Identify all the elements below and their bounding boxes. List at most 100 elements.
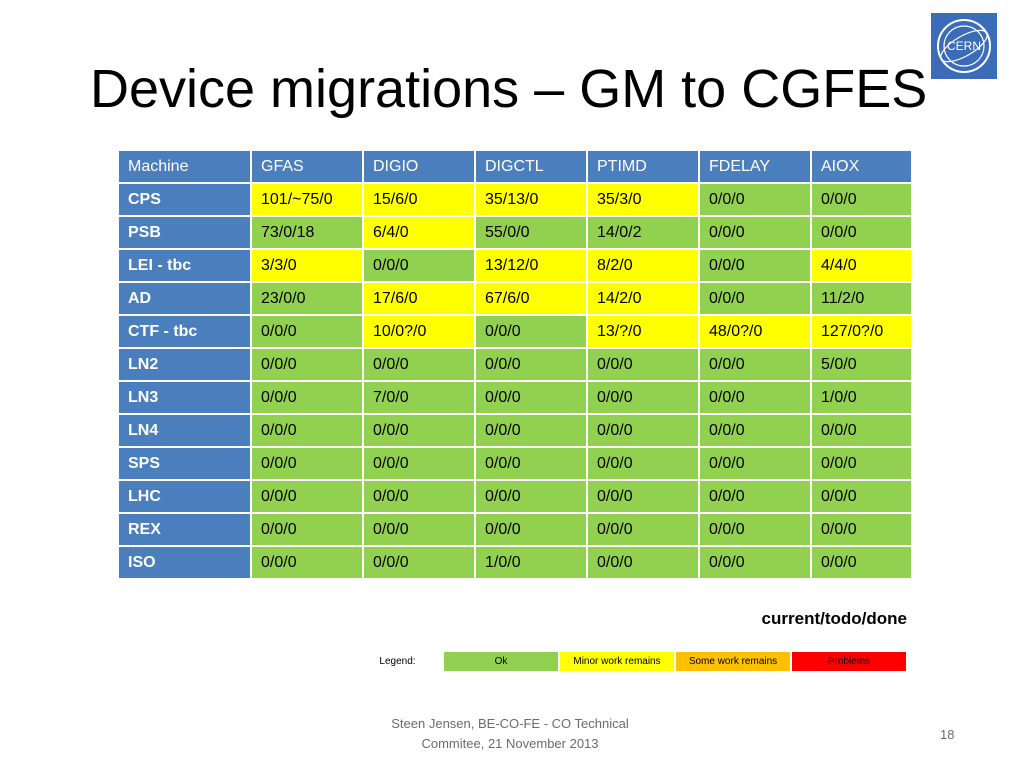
table-header-row: Machine GFAS DIGIO DIGCTL PTIMD FDELAY A… [119, 151, 911, 182]
status-cell: 14/2/0 [588, 283, 698, 314]
table-row: PSB 73/0/18 6/4/0 55/0/0 14/0/2 0/0/0 0/0/0 [119, 217, 911, 248]
cern-logo-icon: CERN [937, 19, 991, 73]
machine-cell: CTF - tbc [119, 316, 250, 347]
status-cell: 6/4/0 [364, 217, 474, 248]
status-cell: 35/13/0 [476, 184, 586, 215]
status-cell: 67/6/0 [476, 283, 586, 314]
status-legend: Legend: Ok Minor work remains Some work … [352, 651, 907, 672]
status-cell: 0/0/0 [700, 283, 810, 314]
status-cell: 7/0/0 [364, 382, 474, 413]
table-row: ISO 0/0/0 0/0/0 1/0/0 0/0/0 0/0/0 0/0/0 [119, 547, 911, 578]
status-cell: 0/0/0 [252, 382, 362, 413]
table-row: LN3 0/0/0 7/0/0 0/0/0 0/0/0 0/0/0 1/0/0 [119, 382, 911, 413]
status-cell: 0/0/0 [364, 415, 474, 446]
status-cell: 4/4/0 [812, 250, 911, 281]
status-cell: 0/0/0 [364, 349, 474, 380]
status-cell: 8/2/0 [588, 250, 698, 281]
status-cell: 0/0/0 [700, 382, 810, 413]
table-row: CTF - tbc 0/0/0 10/0?/0 0/0/0 13/?/0 48/0?/0 1… [119, 316, 911, 347]
status-cell: 11/2/0 [812, 283, 911, 314]
column-header: Machine [119, 151, 250, 182]
status-cell: 0/0/0 [252, 481, 362, 512]
status-cell: 0/0/0 [476, 415, 586, 446]
machine-cell: LHC [119, 481, 250, 512]
status-cell: 15/6/0 [364, 184, 474, 215]
status-cell: 1/0/0 [812, 382, 911, 413]
status-cell: 1/0/0 [476, 547, 586, 578]
column-header: FDELAY [700, 151, 810, 182]
status-cell: 23/0/0 [252, 283, 362, 314]
machine-cell: SPS [119, 448, 250, 479]
status-cell: 48/0?/0 [700, 316, 810, 347]
status-cell: 5/0/0 [812, 349, 911, 380]
footer-line: Steen Jensen, BE-CO-FE - CO Technical [391, 716, 629, 731]
status-cell: 13/12/0 [476, 250, 586, 281]
status-cell: 101/~75/0 [252, 184, 362, 215]
column-header: DIGCTL [476, 151, 586, 182]
status-cell: 0/0/0 [700, 514, 810, 545]
status-cell: 3/3/0 [252, 250, 362, 281]
machine-cell: PSB [119, 217, 250, 248]
table-row: CPS 101/~75/0 15/6/0 35/13/0 35/3/0 0/0/0 0/0/… [119, 184, 911, 215]
status-cell: 0/0/0 [812, 217, 911, 248]
status-cell: 0/0/0 [812, 415, 911, 446]
status-cell: 0/0/0 [700, 349, 810, 380]
status-cell: 0/0/0 [476, 349, 586, 380]
status-cell: 0/0/0 [364, 250, 474, 281]
legend-item-minor: Minor work remains [559, 651, 675, 672]
machine-cell: CPS [119, 184, 250, 215]
status-cell: 0/0/0 [476, 382, 586, 413]
status-cell: 0/0/0 [588, 349, 698, 380]
machine-cell: ISO [119, 547, 250, 578]
logo-text: CERN [947, 39, 981, 53]
migration-table: Machine GFAS DIGIO DIGCTL PTIMD FDELAY A… [117, 149, 913, 580]
status-cell: 0/0/0 [476, 316, 586, 347]
machine-cell: REX [119, 514, 250, 545]
page-number: 18 [940, 727, 955, 742]
machine-cell: LN2 [119, 349, 250, 380]
table-row: AD 23/0/0 17/6/0 67/6/0 14/2/0 0/0/0 11/2/0 [119, 283, 911, 314]
status-cell: 10/0?/0 [364, 316, 474, 347]
status-cell: 0/0/0 [700, 481, 810, 512]
status-cell: 0/0/0 [252, 514, 362, 545]
table-body: CPS 101/~75/0 15/6/0 35/13/0 35/3/0 0/0/0 0/0/… [119, 184, 911, 578]
status-cell: 14/0/2 [588, 217, 698, 248]
footer-line: Commitee, 21 November 2013 [421, 736, 599, 751]
machine-cell: LN4 [119, 415, 250, 446]
status-cell: 0/0/0 [476, 448, 586, 479]
status-cell: 0/0/0 [812, 481, 911, 512]
table-row: LEI - tbc 3/3/0 0/0/0 13/12/0 8/2/0 0/0/0 4/4/… [119, 250, 911, 281]
table-row: SPS 0/0/0 0/0/0 0/0/0 0/0/0 0/0/0 0/0/0 [119, 448, 911, 479]
status-cell: 0/0/0 [588, 382, 698, 413]
slide-footer: Steen Jensen, BE-CO-FE - CO Technical Co… [360, 714, 660, 754]
status-cell: 0/0/0 [588, 481, 698, 512]
status-cell: 0/0/0 [588, 415, 698, 446]
status-cell: 0/0/0 [364, 448, 474, 479]
status-cell: 0/0/0 [252, 415, 362, 446]
column-header: DIGIO [364, 151, 474, 182]
status-cell: 0/0/0 [700, 448, 810, 479]
machine-cell: LEI - tbc [119, 250, 250, 281]
table-row: LHC 0/0/0 0/0/0 0/0/0 0/0/0 0/0/0 0/0/0 [119, 481, 911, 512]
status-cell: 13/?/0 [588, 316, 698, 347]
status-cell: 0/0/0 [252, 547, 362, 578]
table-row: LN4 0/0/0 0/0/0 0/0/0 0/0/0 0/0/0 0/0/0 [119, 415, 911, 446]
status-cell: 0/0/0 [252, 448, 362, 479]
cern-logo: CERN [931, 13, 997, 79]
status-cell: 0/0/0 [812, 547, 911, 578]
legend-item-some: Some work remains [675, 651, 791, 672]
status-cell: 0/0/0 [700, 547, 810, 578]
status-cell: 0/0/0 [812, 448, 911, 479]
status-cell: 0/0/0 [700, 217, 810, 248]
table-row: LN2 0/0/0 0/0/0 0/0/0 0/0/0 0/0/0 5/0/0 [119, 349, 911, 380]
status-cell: 0/0/0 [700, 184, 810, 215]
status-cell: 0/0/0 [476, 481, 586, 512]
status-cell: 0/0/0 [364, 547, 474, 578]
status-cell: 0/0/0 [364, 514, 474, 545]
legend-item-ok: Ok [443, 651, 559, 672]
status-cell: 17/6/0 [364, 283, 474, 314]
value-format-note: current/todo/done [761, 609, 907, 628]
machine-cell: LN3 [119, 382, 250, 413]
legend-label: Legend: [352, 651, 443, 672]
legend-item-problems: Problems [791, 651, 907, 672]
